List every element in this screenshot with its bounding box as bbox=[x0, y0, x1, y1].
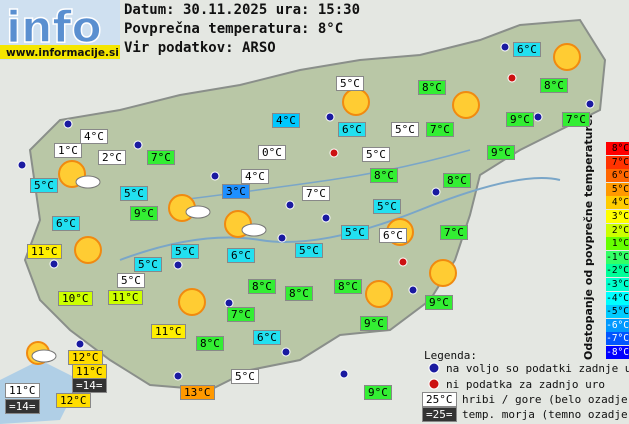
station-temperature: 6°C bbox=[338, 122, 366, 137]
station-temperature: 8°C bbox=[196, 336, 224, 351]
station-temperature: 11°C bbox=[5, 383, 40, 398]
scale-step: -6°C bbox=[606, 318, 629, 332]
station-temperature: 9°C bbox=[360, 316, 388, 331]
station-temperature: 7°C bbox=[302, 186, 330, 201]
legend-missing: ni podatka za zadnjo uro bbox=[446, 378, 605, 391]
scale-step: 4°C bbox=[606, 196, 629, 210]
station-temperature: 8°C bbox=[540, 78, 568, 93]
station-temperature: 5°C bbox=[336, 76, 364, 91]
station-temperature: 11°C bbox=[27, 244, 62, 259]
station-temperature: 6°C bbox=[52, 216, 80, 231]
station-temperature: 5°C bbox=[231, 369, 259, 384]
station-temperature: 13°C bbox=[180, 385, 215, 400]
station-temperature: 8°C bbox=[285, 286, 313, 301]
station-temperature: 11°C bbox=[72, 364, 107, 379]
station-temperature: 6°C bbox=[513, 42, 541, 57]
station-temperature: 7°C bbox=[440, 225, 468, 240]
station-temperature: 4°C bbox=[241, 169, 269, 184]
average-temperature: Povprečna temperatura: 8°C bbox=[124, 21, 344, 37]
station-temperature: 5°C bbox=[134, 257, 162, 272]
scale-title: Odstopanje od povprečne temperature: bbox=[582, 114, 595, 360]
legend-mountain: hribi / gore (belo ozadje) bbox=[462, 393, 629, 406]
station-temperature: 8°C bbox=[370, 168, 398, 183]
station-temperature: 3°C bbox=[222, 184, 250, 199]
station-temperature: 7°C bbox=[227, 307, 255, 322]
station-temperature: 1°C bbox=[54, 143, 82, 158]
station-temperature: 11°C bbox=[151, 324, 186, 339]
scale-step: -3°C bbox=[606, 278, 629, 291]
scale-step: 1°C bbox=[606, 237, 629, 251]
station-temperature: 9°C bbox=[506, 112, 534, 127]
scale-step: -7°C bbox=[606, 332, 629, 346]
station-temperature: 7°C bbox=[562, 112, 590, 127]
station-temperature: 4°C bbox=[272, 113, 300, 128]
scale-step: 5°C bbox=[606, 182, 629, 196]
station-temperature: 6°C bbox=[227, 248, 255, 263]
scale-step: -8°C bbox=[606, 346, 629, 359]
station-temperature: 8°C bbox=[418, 80, 446, 95]
scale-step: 6°C bbox=[606, 169, 629, 183]
station-temperature: =14= bbox=[5, 399, 40, 414]
legend-sea-sample: =25= bbox=[422, 407, 457, 422]
station-temperature: 5°C bbox=[117, 273, 145, 288]
station-temperature: 10°C bbox=[58, 291, 93, 306]
legend-mountain-sample: 25°C bbox=[422, 392, 457, 407]
legend-available: na voljo so podatki zadnje ure bbox=[446, 362, 629, 375]
station-temperature: 2°C bbox=[98, 150, 126, 165]
station-temperature: 5°C bbox=[391, 122, 419, 137]
scale-step: -4°C bbox=[606, 291, 629, 305]
station-temperature: 5°C bbox=[341, 225, 369, 240]
scale-step: -2°C bbox=[606, 264, 629, 278]
legend-sea: temp. morja (temno ozadje) bbox=[462, 408, 629, 421]
station-temperature: 5°C bbox=[171, 244, 199, 259]
station-temperature: 9°C bbox=[130, 206, 158, 221]
station-temperature: 4°C bbox=[80, 129, 108, 144]
station-temperature: 5°C bbox=[362, 147, 390, 162]
station-temperature: 5°C bbox=[30, 178, 58, 193]
scale-step: 7°C bbox=[606, 155, 629, 169]
station-temperature: 8°C bbox=[334, 279, 362, 294]
station-temperature: 6°C bbox=[253, 330, 281, 345]
scale-step: -5°C bbox=[606, 305, 629, 319]
scale-step: -1°C bbox=[606, 250, 629, 264]
station-temperature: 11°C bbox=[108, 290, 143, 305]
station-temperature: 6°C bbox=[379, 228, 407, 243]
station-temperature: 7°C bbox=[147, 150, 175, 165]
station-temperature: 5°C bbox=[295, 243, 323, 258]
station-temperature: =14= bbox=[72, 378, 107, 393]
station-temperature: 5°C bbox=[373, 199, 401, 214]
legend-dot-missing bbox=[428, 378, 440, 390]
station-temperature: 9°C bbox=[425, 295, 453, 310]
station-temperature: 7°C bbox=[426, 122, 454, 137]
station-temperature: 8°C bbox=[443, 173, 471, 188]
station-temperature: 5°C bbox=[120, 186, 148, 201]
station-temperature: 0°C bbox=[258, 145, 286, 160]
site-url[interactable]: www.informacije.si bbox=[6, 47, 119, 59]
station-temperature: 8°C bbox=[248, 279, 276, 294]
station-temperature: 12°C bbox=[56, 393, 91, 408]
station-temperature: 12°C bbox=[68, 350, 103, 365]
scale-step: 3°C bbox=[606, 210, 629, 223]
date: Datum: 30.11.2025 ura: 15:30 bbox=[124, 2, 361, 18]
station-temperature: 9°C bbox=[364, 385, 392, 400]
legend-dot-available bbox=[428, 362, 440, 374]
scale-step: 8°C bbox=[606, 142, 629, 155]
logo: info bbox=[6, 2, 102, 53]
station-temperature: 9°C bbox=[487, 145, 515, 160]
legend-title: Legenda: bbox=[424, 349, 477, 362]
data-source: Vir podatkov: ARSO bbox=[124, 40, 276, 56]
scale-step: 2°C bbox=[606, 223, 629, 237]
